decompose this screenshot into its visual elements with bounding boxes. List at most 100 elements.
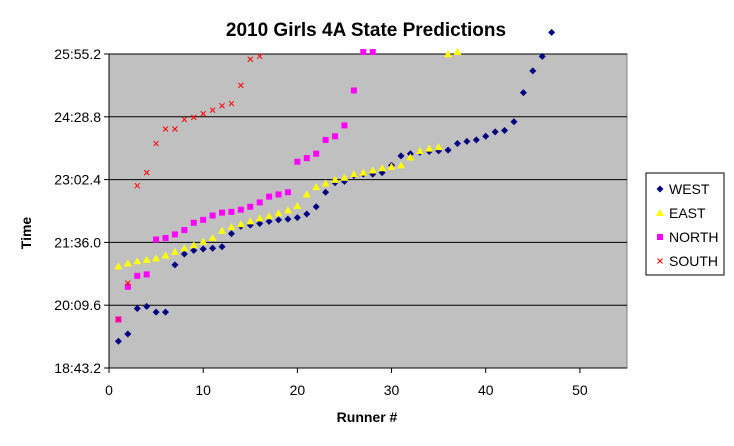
north-point xyxy=(247,203,254,210)
east-point xyxy=(152,254,161,262)
south-point xyxy=(134,182,141,189)
east-point xyxy=(396,161,405,169)
legend-marker-east xyxy=(656,209,664,216)
west-point xyxy=(265,217,273,225)
plot-area xyxy=(108,53,628,369)
east-point xyxy=(321,179,330,187)
west-point xyxy=(284,215,292,223)
west-point xyxy=(227,230,235,238)
y-tick-label: 23:02.4 xyxy=(54,172,101,188)
y-tick-label: 21:36.0 xyxy=(54,234,101,250)
east-point xyxy=(406,153,415,161)
north-point xyxy=(153,236,160,243)
south-point xyxy=(200,110,207,117)
south-point xyxy=(238,82,244,89)
east-point xyxy=(302,190,311,198)
south-point xyxy=(247,56,254,63)
north-point xyxy=(332,133,339,140)
east-point xyxy=(444,50,453,58)
east-point xyxy=(180,244,189,252)
north-point xyxy=(190,219,197,226)
west-point xyxy=(256,220,264,228)
x-axis-title: Runner # xyxy=(337,409,398,425)
north-point xyxy=(181,227,188,234)
north-point xyxy=(266,193,273,200)
east-point xyxy=(283,206,292,214)
east-point xyxy=(434,143,443,151)
legend-label-west: WEST xyxy=(669,181,710,197)
east-point xyxy=(387,162,396,170)
east-point xyxy=(255,214,264,222)
east-point xyxy=(199,237,208,245)
west-point xyxy=(510,118,518,126)
north-point xyxy=(322,136,329,143)
north-point xyxy=(360,48,367,55)
legend-markers xyxy=(656,185,664,264)
legend-marker-north xyxy=(657,234,663,240)
north-point xyxy=(219,209,226,216)
north-point xyxy=(275,191,282,198)
east-point xyxy=(331,175,340,183)
north-point xyxy=(124,283,131,290)
south-point xyxy=(162,126,169,132)
east-point xyxy=(236,220,245,228)
west-point xyxy=(199,245,207,253)
west-point xyxy=(444,146,452,154)
y-tick-label: 18:43.2 xyxy=(54,360,101,376)
south-point xyxy=(153,140,159,147)
north-point xyxy=(313,150,320,157)
east-point xyxy=(246,217,255,225)
west-point xyxy=(218,243,226,251)
west-point xyxy=(397,152,405,160)
east-point xyxy=(161,251,170,259)
west-point xyxy=(190,246,198,254)
east-point xyxy=(227,223,236,231)
east-point xyxy=(123,259,132,267)
east-point xyxy=(265,212,274,220)
west-point xyxy=(501,126,509,134)
west-point xyxy=(293,214,301,222)
south-point xyxy=(209,107,216,113)
gridlines xyxy=(109,53,627,306)
south-point xyxy=(143,169,150,176)
west-point xyxy=(171,261,179,269)
west-point xyxy=(162,308,170,316)
legend-marker-south xyxy=(657,258,663,264)
south-point xyxy=(172,126,178,132)
east-point xyxy=(312,183,321,191)
west-point xyxy=(453,140,461,148)
south-point xyxy=(181,116,188,123)
east-point xyxy=(293,202,302,210)
north-point xyxy=(171,231,178,238)
north-point xyxy=(256,199,263,206)
north-point xyxy=(350,87,357,94)
x-tick-label: 10 xyxy=(195,382,211,398)
east-point xyxy=(415,146,424,154)
east-point xyxy=(274,209,283,217)
south-point xyxy=(219,102,225,109)
west-point xyxy=(209,244,217,252)
north-point xyxy=(209,212,216,219)
west-point xyxy=(143,302,151,310)
east-point xyxy=(368,166,377,174)
east-point xyxy=(425,144,434,152)
east-point xyxy=(208,234,217,242)
south-point xyxy=(190,114,197,121)
west-point xyxy=(133,305,141,313)
y-axis-ticks: 18:43.2 20:09.6 21:36.0 23:02.4 24:28.8 25:55… xyxy=(54,46,110,376)
north-point xyxy=(134,272,141,279)
west-point xyxy=(463,137,471,145)
north-point xyxy=(369,48,376,55)
north-point xyxy=(200,216,207,223)
y-tick-label: 25:55.2 xyxy=(54,46,101,62)
west-point xyxy=(482,132,490,140)
south-point xyxy=(124,280,131,286)
x-tick-label: 50 xyxy=(572,382,588,398)
chart-title: 2010 Girls 4A State Predictions xyxy=(226,20,506,41)
east-point xyxy=(453,47,462,55)
legend-label-east: EAST xyxy=(669,205,706,221)
south-point xyxy=(228,100,235,107)
x-tick-label: 40 xyxy=(478,382,494,398)
west-point xyxy=(114,337,122,345)
